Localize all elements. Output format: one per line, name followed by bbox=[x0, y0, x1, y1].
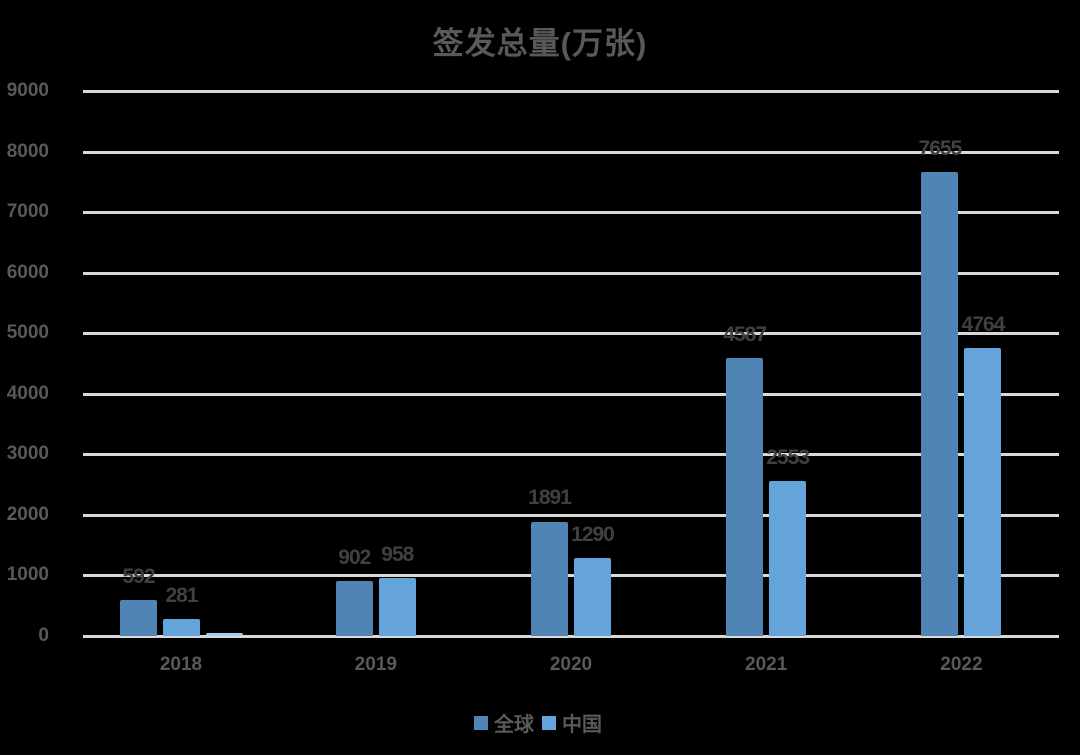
data-label: 592 bbox=[122, 565, 155, 589]
gridline bbox=[83, 453, 1059, 457]
y-axis-tick-label: 3000 bbox=[6, 443, 49, 465]
data-label: 1290 bbox=[571, 522, 615, 546]
x-axis-tick-label: 2018 bbox=[159, 654, 203, 675]
data-label: 2553 bbox=[766, 446, 810, 470]
x-axis-tick-label: 2021 bbox=[745, 654, 788, 675]
bar-extra-2018 bbox=[206, 633, 243, 636]
gridline bbox=[83, 332, 1059, 336]
x-axis-tick-label: 2019 bbox=[354, 654, 397, 675]
data-label: 4764 bbox=[961, 312, 1006, 336]
y-axis-tick-label: 5000 bbox=[6, 322, 49, 344]
bar-china-2019 bbox=[378, 578, 416, 636]
y-axis-tick-label: 2000 bbox=[6, 503, 49, 525]
bar-china-2018 bbox=[163, 618, 200, 636]
bar-china-2021 bbox=[769, 481, 807, 636]
bar-global-2019 bbox=[335, 581, 373, 636]
gridline bbox=[83, 513, 1059, 517]
y-axis-tick-label: 6000 bbox=[6, 261, 49, 283]
gridline bbox=[83, 574, 1059, 578]
gridline bbox=[83, 90, 1059, 93]
bar-china-2020 bbox=[574, 557, 611, 636]
y-axis-tick-label: 9000 bbox=[6, 80, 49, 101]
legend-label-global: 全球 bbox=[494, 714, 534, 736]
data-label: 902 bbox=[338, 546, 371, 570]
legend-item-china: 中国 bbox=[542, 708, 602, 737]
gridline bbox=[83, 150, 1059, 154]
plot-area: 0 1000 2000 3000 4000 5000 6000 7000 8000 9000 592… bbox=[7, 80, 1059, 675]
data-label: 4587 bbox=[723, 323, 767, 347]
chart-title: 签发总量(万张) bbox=[432, 26, 648, 61]
data-label: 958 bbox=[381, 542, 414, 566]
legend-swatch-global bbox=[474, 715, 488, 730]
x-axis-tick-label: 2020 bbox=[549, 654, 593, 675]
gridline bbox=[83, 635, 1059, 638]
gridline bbox=[83, 392, 1059, 396]
data-label: 281 bbox=[165, 583, 198, 607]
bar-global-2020 bbox=[531, 521, 568, 636]
y-axis-tick-label: 7000 bbox=[6, 201, 49, 223]
legend-item-global: 全球 bbox=[474, 708, 534, 737]
x-axis-tick-label: 2022 bbox=[940, 654, 983, 675]
gridline bbox=[83, 211, 1059, 215]
y-axis-tick-label: 1000 bbox=[6, 564, 49, 586]
data-label: 1891 bbox=[528, 486, 572, 510]
y-axis-tick-label: 0 bbox=[38, 625, 49, 646]
data-label: 7655 bbox=[918, 137, 963, 161]
legend-label-china: 中国 bbox=[562, 714, 602, 736]
bar-global-2018 bbox=[120, 600, 157, 636]
bar-china-2022 bbox=[964, 347, 1002, 636]
bar-global-2021 bbox=[726, 358, 764, 636]
legend-swatch-china bbox=[542, 715, 556, 730]
y-axis-tick-label: 8000 bbox=[6, 140, 49, 162]
legend: 全球 中国 bbox=[0, 708, 1080, 737]
bar-global-2022 bbox=[921, 172, 959, 636]
gridline bbox=[83, 271, 1059, 275]
y-axis-tick-label: 4000 bbox=[6, 382, 49, 404]
